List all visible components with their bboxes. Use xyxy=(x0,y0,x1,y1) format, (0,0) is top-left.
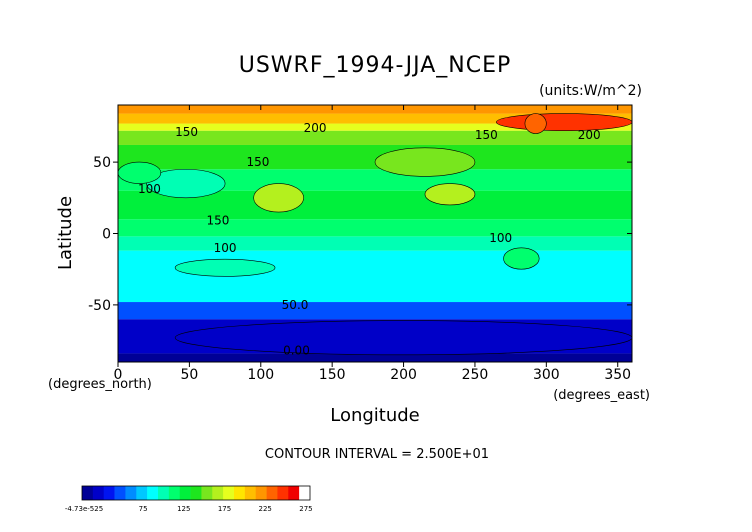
latitude-band xyxy=(118,353,632,362)
colorbar-swatch xyxy=(82,486,94,500)
colorbar-swatch xyxy=(136,486,148,500)
colorbar-tick-label: 275 xyxy=(299,505,312,513)
latitude-band xyxy=(118,144,632,170)
x-tick-label: 250 xyxy=(462,367,489,383)
colorbar-swatch xyxy=(212,486,224,500)
contour-labels: 200 150 150 150 200 100 150 100 100 50.0 0.00 xyxy=(138,121,601,358)
colorbar-ticks: -4.73e-525 75 125 175 225 275 xyxy=(65,505,313,513)
field-feature xyxy=(146,168,226,199)
heatmap-field xyxy=(118,105,632,362)
colorbar-swatch xyxy=(266,486,278,500)
field-feature xyxy=(496,113,632,131)
latitude-band xyxy=(118,169,632,191)
x-unit-label: (degrees_east) xyxy=(553,388,650,403)
colorbar-swatch xyxy=(244,486,257,500)
x-tick-label: 300 xyxy=(533,367,560,383)
colorbar-swatch xyxy=(103,486,115,500)
colorbar-tick-label: 175 xyxy=(218,505,231,513)
colorbar-tick-label: 125 xyxy=(177,505,190,513)
latitude-band xyxy=(118,130,632,145)
y-unit-label: (degrees_north) xyxy=(48,377,152,392)
x-tick-label: 350 xyxy=(604,367,631,383)
x-axis-ticks: 0 50 100 150 200 250 300 350 xyxy=(114,105,631,383)
colorbar-swatch xyxy=(255,486,267,500)
x-tick-label: 50 xyxy=(180,367,198,383)
colorbar-swatch xyxy=(168,486,181,500)
colorbar-swatch xyxy=(179,486,191,500)
colorbar-tick-label: 225 xyxy=(259,505,272,513)
latitude-band xyxy=(118,219,632,237)
colorbar-swatch xyxy=(92,486,105,500)
colorbar-swatch xyxy=(234,486,246,500)
contour-interval-text: CONTOUR INTERVAL = 2.500E+01 xyxy=(265,447,489,462)
field-feature xyxy=(253,183,304,213)
contour-label: 150 xyxy=(175,125,198,139)
colorbar-swatch xyxy=(299,486,311,500)
latitude-band xyxy=(118,105,632,114)
colorbar-swatch xyxy=(277,486,289,500)
contour-label: 150 xyxy=(246,155,269,169)
latitude-band xyxy=(118,302,632,320)
field-feature xyxy=(524,113,547,134)
contour-label: 200 xyxy=(578,128,601,142)
x-tick-label: 150 xyxy=(319,367,346,383)
contour-label: 100 xyxy=(214,241,237,255)
field-feature xyxy=(503,247,540,270)
x-axis-label: Longitude xyxy=(330,405,420,426)
field-feature xyxy=(424,183,476,206)
colorbar-frame xyxy=(81,485,311,501)
contour-label: 150 xyxy=(475,128,498,142)
colorbar-swatch xyxy=(158,486,170,500)
contour-label: 50.0 xyxy=(282,298,309,312)
contour-label: 200 xyxy=(304,121,327,135)
colorbar-swatch xyxy=(288,486,300,500)
x-tick-label: 100 xyxy=(247,367,274,383)
latitude-band xyxy=(118,113,632,124)
contour-label: 0.00 xyxy=(283,344,310,358)
chart-title: USWRF_1994-JJA_NCEP xyxy=(239,53,512,78)
colorbar-swatch xyxy=(190,486,202,500)
colorbar-tick-label: 75 xyxy=(139,505,148,513)
y-axis-label: Latitude xyxy=(55,196,76,270)
colorbar-swatch xyxy=(114,486,126,500)
field-feature xyxy=(174,258,276,277)
colorbar-swatch xyxy=(125,486,137,500)
latitude-band xyxy=(118,123,632,131)
contour-label: 100 xyxy=(489,231,512,245)
field-feature xyxy=(118,161,162,184)
units-label: (units:W/m^2) xyxy=(539,83,642,99)
y-tick-label: 50 xyxy=(93,155,111,171)
x-tick-label: 0 xyxy=(114,367,123,383)
colorbar-swatch xyxy=(223,486,235,500)
field-feature xyxy=(374,147,476,177)
colorbar-tick-label: -4.73e-525 xyxy=(65,505,103,513)
colorbar-swatch xyxy=(147,486,159,500)
y-axis-ticks: -50 0 50 xyxy=(88,155,632,314)
contour-label: 100 xyxy=(138,182,161,196)
latitude-band xyxy=(118,236,632,251)
contour-label: 150 xyxy=(206,214,229,228)
field-feature xyxy=(174,320,632,356)
x-tick-label: 200 xyxy=(390,367,417,383)
latitude-band xyxy=(118,250,632,303)
y-tick-label: 0 xyxy=(102,227,111,243)
y-tick-label: -50 xyxy=(88,298,111,314)
colorbar xyxy=(81,485,311,501)
colorbar-swatch xyxy=(201,486,213,500)
